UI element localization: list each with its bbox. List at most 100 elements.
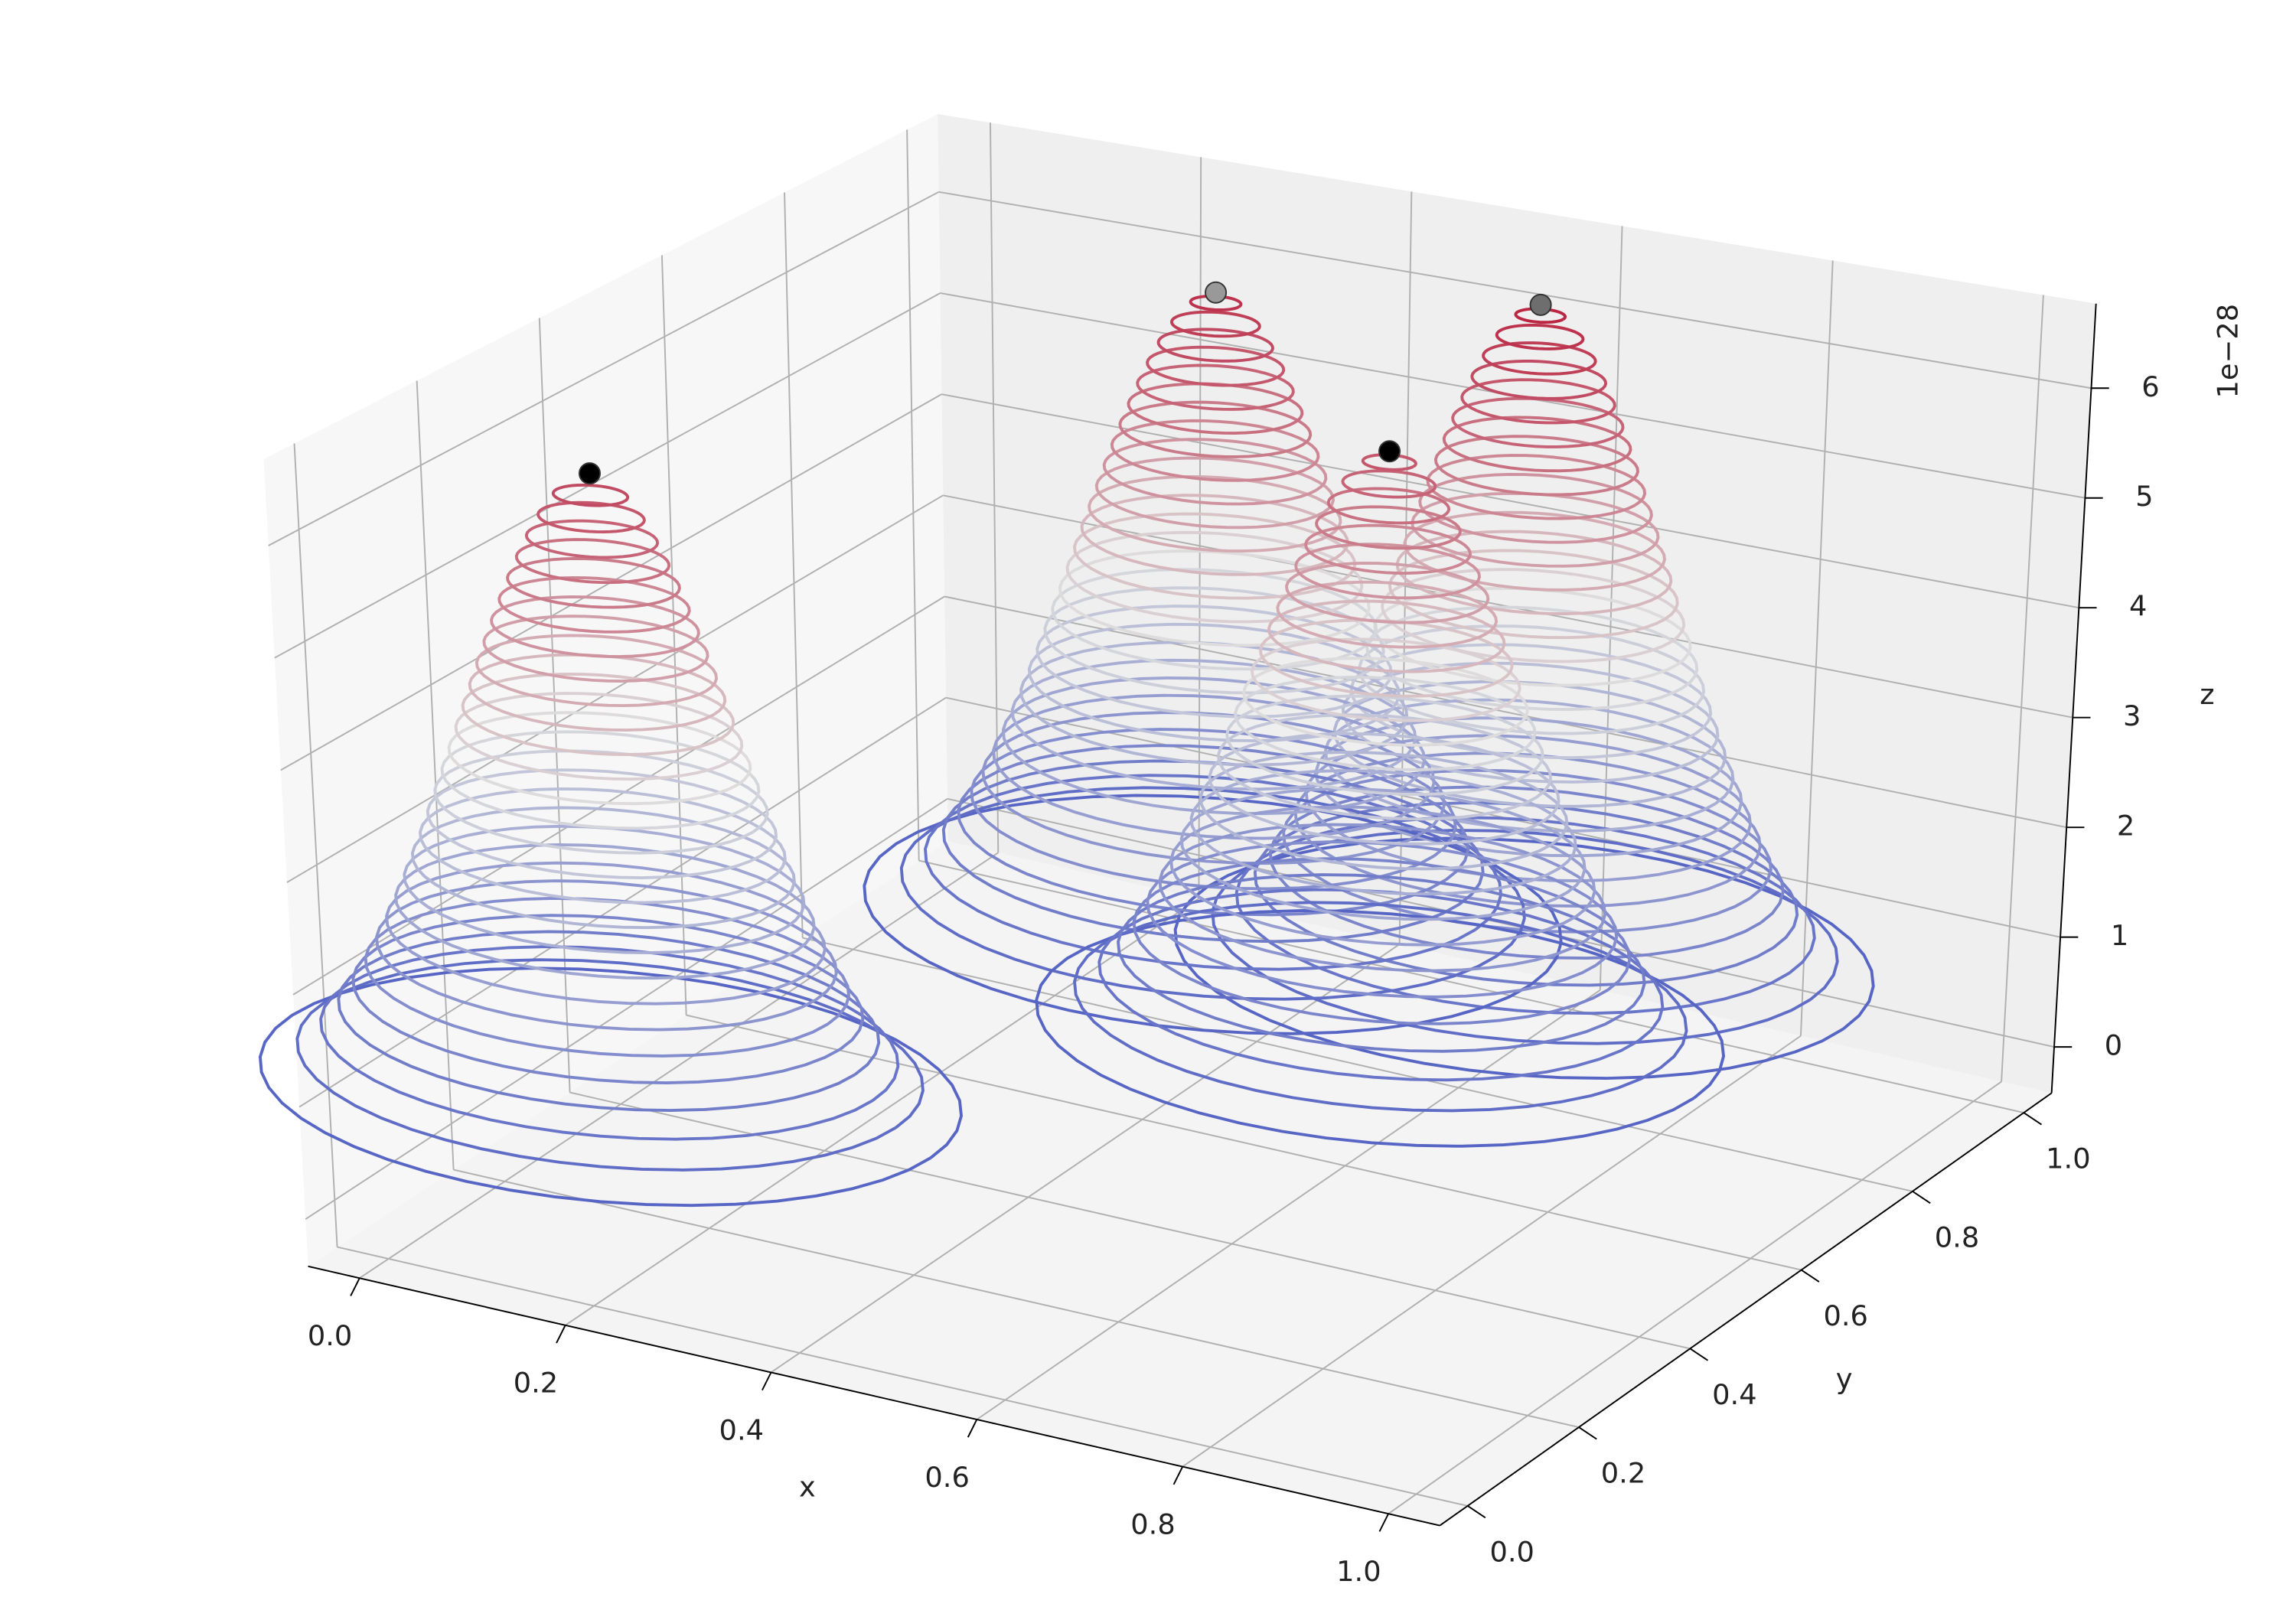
z-tick-label: 6 xyxy=(2141,370,2159,403)
y-axis-label: y xyxy=(1836,1362,1853,1395)
contour-ring xyxy=(551,483,630,507)
contour-ring xyxy=(1282,768,1773,934)
x-tick-label: 1.0 xyxy=(1336,1555,1381,1588)
grid-line xyxy=(293,443,338,1247)
tick-mark xyxy=(967,1419,978,1438)
y-tick-label: 1.0 xyxy=(2046,1143,2090,1175)
contour-ring xyxy=(1146,345,1286,387)
peak-point xyxy=(1378,440,1401,463)
contour-ring xyxy=(454,692,744,781)
contour-ring xyxy=(1253,801,1799,987)
x-tick-label: 0.8 xyxy=(1130,1508,1175,1540)
tick-mark xyxy=(1378,1513,1389,1532)
contour-ring xyxy=(1268,785,1785,960)
contour-ring xyxy=(1285,561,1490,624)
contour-ring xyxy=(419,787,787,905)
grid-line xyxy=(989,122,1000,853)
contour-ring xyxy=(1117,873,1646,1053)
grid-line xyxy=(286,494,944,883)
contour-ring xyxy=(863,794,1563,1035)
contour-ring xyxy=(461,672,735,757)
contour-ring xyxy=(1294,543,1482,600)
contour-ring xyxy=(1381,568,1686,663)
y-tick-label: 0.0 xyxy=(1489,1535,1534,1568)
contour-ring xyxy=(1169,310,1261,338)
contour-ring xyxy=(1189,769,1577,896)
contour-ring xyxy=(1169,805,1596,947)
contour-ring xyxy=(1118,400,1313,458)
axis-line xyxy=(1439,1092,2053,1527)
grid-line xyxy=(660,255,687,1015)
contour-ring xyxy=(1001,676,1426,816)
x-axis-label: x xyxy=(799,1471,816,1504)
tick-mark xyxy=(2023,1112,2043,1126)
contour-ring xyxy=(1315,505,1462,550)
grid-line xyxy=(1388,1081,2002,1514)
contour-ring xyxy=(1035,909,1726,1148)
grid-line xyxy=(906,129,920,861)
contour-ring xyxy=(468,653,727,732)
contour-ring xyxy=(1208,732,1561,846)
contour-ring xyxy=(1058,549,1371,647)
contour-ring xyxy=(1373,586,1692,687)
contour-ring xyxy=(337,930,881,1113)
grid-line xyxy=(292,595,945,996)
tick-mark xyxy=(1172,1466,1184,1485)
tick-mark xyxy=(1689,1348,1709,1361)
y-tick-label: 0.2 xyxy=(1601,1457,1645,1490)
contour-ring xyxy=(1189,295,1243,311)
contour-ring xyxy=(1158,823,1607,973)
back-pane xyxy=(938,114,2096,1094)
peak-point xyxy=(578,462,601,485)
left-pane xyxy=(263,114,948,1266)
contour-ring xyxy=(1199,751,1569,871)
grid-line xyxy=(453,1169,1580,1429)
grid-line xyxy=(1182,1035,1802,1468)
tick-mark xyxy=(1578,1426,1597,1440)
grid-line xyxy=(2001,295,2044,1082)
contour-ring xyxy=(1250,637,1521,722)
z-tick-label: 3 xyxy=(2123,699,2141,732)
tick-mark xyxy=(762,1371,772,1391)
contour-ring xyxy=(1080,494,1349,576)
x-tick-label: 0.0 xyxy=(308,1319,352,1352)
contour-ring xyxy=(1326,487,1451,525)
contour-ring xyxy=(1332,680,1727,808)
contour-ring xyxy=(1433,435,1640,497)
contour-ring xyxy=(426,768,778,879)
x-tick-label: 0.6 xyxy=(925,1461,969,1494)
grid-line xyxy=(416,380,455,1170)
tick-mark xyxy=(556,1325,566,1344)
y-tick-label: 0.4 xyxy=(1712,1378,1756,1411)
axis-line xyxy=(308,1265,1440,1527)
contour-ring xyxy=(1495,323,1585,350)
peak-point xyxy=(1529,293,1552,316)
grid-line xyxy=(938,191,2092,390)
contour-ring xyxy=(1341,469,1437,499)
contour-ring xyxy=(410,806,796,930)
contour-ring xyxy=(433,749,769,855)
contour-ring xyxy=(1156,328,1274,363)
z-offset-label: 1e−28 xyxy=(2211,304,2244,399)
x-tick-label: 0.2 xyxy=(514,1367,558,1400)
grid-line xyxy=(538,318,571,1093)
contour-ring xyxy=(1276,580,1499,649)
contour-ring xyxy=(1225,694,1544,797)
grid-line xyxy=(305,798,948,1221)
grid-line xyxy=(802,937,1913,1192)
tick-mark xyxy=(350,1277,360,1296)
contour-ring xyxy=(1179,787,1587,921)
contour-ring xyxy=(1514,307,1567,324)
z-axis-label: z xyxy=(2200,678,2214,711)
contour-ring xyxy=(1451,396,1625,448)
z-tick-label: 1 xyxy=(2111,919,2128,952)
contour-ring xyxy=(1110,419,1320,482)
contour-ring xyxy=(1127,382,1304,435)
z-tick-label: 4 xyxy=(2129,590,2147,623)
grid-line xyxy=(976,989,1601,1420)
contour-ring xyxy=(514,538,671,585)
contour-ring xyxy=(1361,453,1417,471)
contour-ring xyxy=(403,824,806,955)
contour-ring xyxy=(1088,474,1342,553)
tick-mark xyxy=(1467,1505,1486,1519)
